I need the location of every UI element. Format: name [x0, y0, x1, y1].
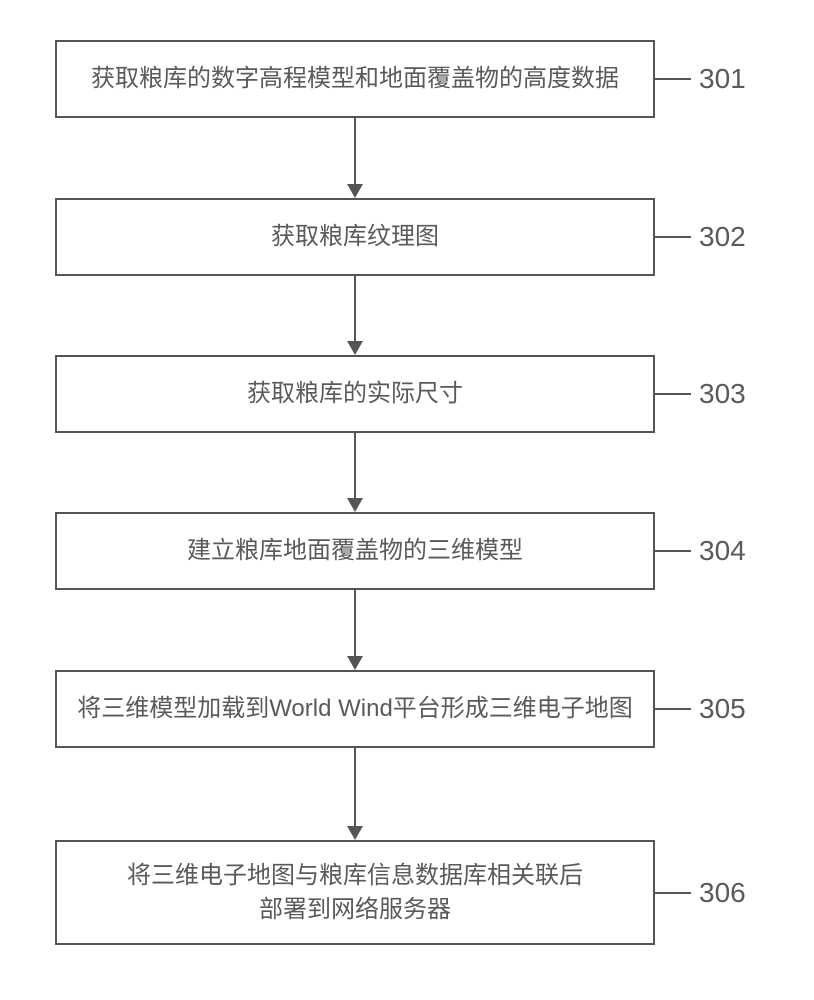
- arrow-line: [354, 433, 356, 498]
- flow-node-n3: 获取粮库的实际尺寸: [55, 355, 655, 433]
- arrow-head-icon: [347, 341, 363, 355]
- arrow-line: [354, 590, 356, 656]
- arrow-line: [354, 118, 356, 184]
- label-leader-line: [655, 550, 691, 552]
- flow-node-n4: 建立粮库地面覆盖物的三维模型: [55, 512, 655, 590]
- flow-node-n2: 获取粮库纹理图: [55, 198, 655, 276]
- step-label: 304: [699, 535, 746, 567]
- step-label: 303: [699, 378, 746, 410]
- flow-node-n1: 获取粮库的数字高程模型和地面覆盖物的高度数据: [55, 40, 655, 118]
- label-leader-line: [655, 78, 691, 80]
- flow-node-text: 获取粮库的数字高程模型和地面覆盖物的高度数据: [91, 62, 619, 96]
- step-label: 302: [699, 221, 746, 253]
- flow-node-n6: 将三维电子地图与粮库信息数据库相关联后 部署到网络服务器: [55, 840, 655, 945]
- flow-node-text: 获取粮库的实际尺寸: [247, 377, 463, 411]
- flow-node-text: 获取粮库纹理图: [271, 220, 439, 254]
- arrow-head-icon: [347, 656, 363, 670]
- step-label: 305: [699, 693, 746, 725]
- arrow-head-icon: [347, 826, 363, 840]
- arrow-line: [354, 276, 356, 341]
- flow-node-n5: 将三维模型加载到World Wind平台形成三维电子地图: [55, 670, 655, 748]
- label-leader-line: [655, 892, 691, 894]
- step-label: 301: [699, 63, 746, 95]
- arrow-head-icon: [347, 184, 363, 198]
- label-leader-line: [655, 708, 691, 710]
- flow-node-text: 将三维模型加载到World Wind平台形成三维电子地图: [77, 692, 633, 726]
- flow-node-text: 将三维电子地图与粮库信息数据库相关联后 部署到网络服务器: [127, 859, 583, 926]
- flow-node-text: 建立粮库地面覆盖物的三维模型: [187, 534, 523, 568]
- step-label: 306: [699, 877, 746, 909]
- flowchart-canvas: 获取粮库的数字高程模型和地面覆盖物的高度数据获取粮库纹理图获取粮库的实际尺寸建立…: [0, 0, 814, 1000]
- arrow-head-icon: [347, 498, 363, 512]
- label-leader-line: [655, 393, 691, 395]
- label-leader-line: [655, 236, 691, 238]
- arrow-line: [354, 748, 356, 826]
